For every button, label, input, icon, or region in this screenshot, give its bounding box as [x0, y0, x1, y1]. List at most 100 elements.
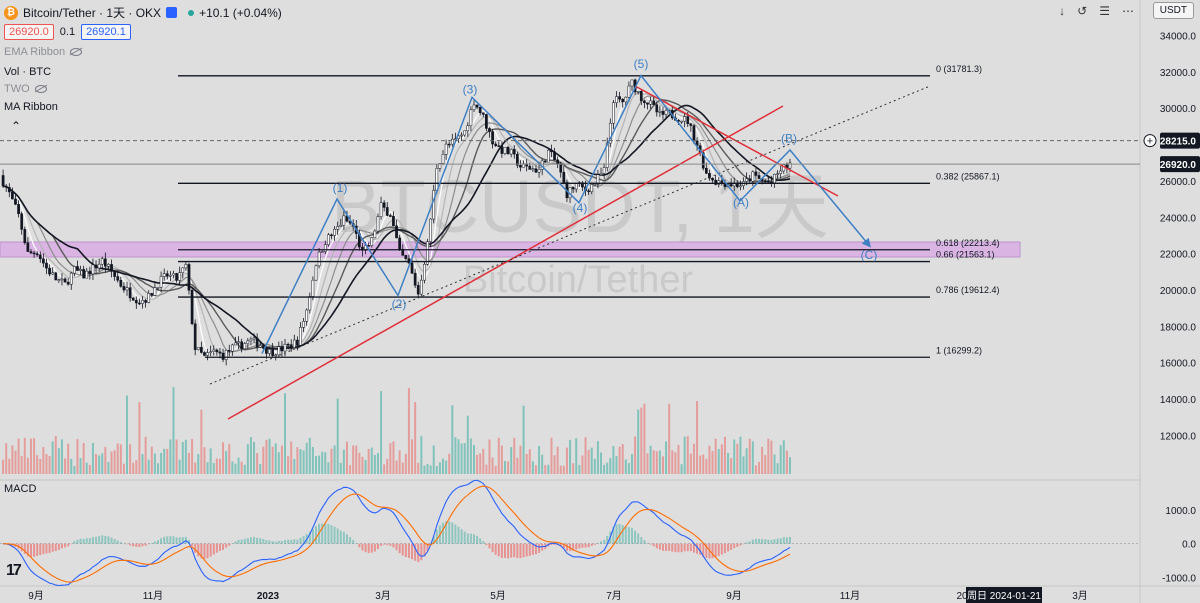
candle-body — [683, 116, 687, 122]
candle-body — [240, 341, 243, 350]
volume-bar — [23, 437, 26, 474]
candle-body — [512, 149, 516, 155]
macd-histogram-bar — [64, 543, 67, 548]
volume-bar — [302, 450, 305, 474]
more-icon[interactable]: ⋯ — [1122, 4, 1134, 18]
candle-body — [330, 234, 333, 237]
down-arrow-icon[interactable]: ↓ — [1059, 4, 1066, 18]
volume-bar — [197, 454, 200, 474]
price-tick: 12000.0 — [1160, 431, 1197, 442]
candle-body — [519, 165, 522, 168]
volume-bar — [516, 457, 519, 474]
macd-histogram-bar — [380, 543, 383, 546]
macd-histogram-bar — [668, 543, 671, 551]
candle-body — [435, 168, 439, 191]
time-axis[interactable]: 9月 11月 2023 3月 5月 7月 9月 11月 20 3月 周日 2024-01-21 — [28, 587, 1088, 603]
wave-label: (1) — [333, 181, 348, 195]
macd-histogram-bar — [531, 543, 534, 555]
macd-histogram-bar — [714, 543, 717, 558]
candle-body — [773, 174, 776, 184]
fibonacci-retracement[interactable]: 0 (31781.3) 0.382 (25867.1) 0.618 (22213.4… — [178, 64, 1000, 358]
macd-histogram-bar — [789, 536, 791, 544]
price-axis[interactable]: 34000.032000.030000.028000.026000.024000… — [1160, 31, 1197, 584]
volume-bar — [79, 458, 82, 474]
wave-path[interactable] — [261, 74, 871, 354]
macd-histogram-bar — [603, 539, 606, 544]
macd-histogram-bar — [293, 539, 296, 544]
macd-histogram-bar — [699, 543, 702, 555]
volume-bar — [708, 445, 711, 474]
candle-body — [215, 349, 219, 353]
tradingview-logo-icon[interactable]: 17 — [6, 562, 22, 579]
volume-bar — [95, 454, 98, 474]
top-toolbar: ↓ ↺ ☰ ⋯ — [1059, 4, 1134, 18]
add-alert-icon[interactable] — [1143, 134, 1157, 148]
macd-histogram-bar — [482, 541, 485, 544]
flag-icon[interactable] — [166, 7, 178, 18]
marker-label: 28215.0 — [1160, 137, 1197, 148]
volume-bar — [417, 462, 420, 474]
volume-bar — [727, 452, 730, 474]
volume-bar — [20, 456, 23, 474]
macd-histogram-bar — [689, 543, 692, 552]
volume-bar — [411, 439, 414, 474]
macd-histogram-bar — [612, 527, 615, 544]
candle-body — [664, 109, 668, 115]
candle-body — [537, 169, 541, 173]
volume-bar — [389, 443, 392, 474]
elliott-wave[interactable]: (1) (2) (3) (4) (5) (A) (B) (C) — [261, 57, 877, 354]
candle-body — [447, 143, 451, 146]
candle-body — [658, 111, 662, 113]
macd-histogram-bar — [680, 543, 683, 553]
candle-body — [423, 264, 426, 281]
volume-bar — [225, 450, 228, 474]
macd-histogram-bar — [287, 539, 290, 544]
candle-body — [432, 190, 436, 220]
ascending-trendline[interactable] — [227, 105, 784, 420]
undo-icon[interactable]: ↺ — [1077, 4, 1088, 18]
candle-body — [73, 266, 76, 274]
candle-body — [441, 154, 445, 164]
buy-price-button[interactable]: 26920.1 — [81, 24, 131, 40]
currency-button[interactable]: USDT — [1152, 2, 1194, 19]
macd-histogram-bar — [442, 522, 445, 544]
candle-body — [416, 285, 420, 295]
macd-histogram-bar — [373, 543, 376, 552]
indicator-vol[interactable]: Vol · BTC — [4, 66, 51, 78]
sell-price-button[interactable]: 26920.0 — [4, 24, 54, 40]
macd-histogram-bar — [581, 543, 584, 548]
hidden-eye-icon[interactable] — [34, 85, 47, 93]
symbol-title[interactable]: Bitcoin/Tether · 1天 · OKX — [23, 6, 162, 20]
layers-icon[interactable]: ☰ — [1099, 4, 1110, 18]
hidden-eye-icon[interactable] — [70, 48, 83, 56]
volume-bar — [503, 461, 506, 474]
volume-bar — [643, 403, 646, 474]
volume-bar — [355, 445, 358, 474]
volume-bar — [169, 439, 172, 474]
volume-bar — [627, 463, 630, 474]
volume-bar — [600, 452, 603, 474]
volume-bar — [634, 436, 637, 474]
volume-bar — [116, 443, 119, 474]
macd-histogram-bar — [736, 543, 739, 547]
macd-histogram-bar — [191, 543, 194, 547]
volume-bar — [730, 458, 733, 474]
indicator-ma-ribbon[interactable]: MA Ribbon — [4, 101, 58, 113]
indicator-ema-ribbon[interactable]: EMA Ribbon — [4, 46, 83, 58]
macd-histogram-bar — [466, 533, 469, 544]
volume-bar — [612, 446, 615, 474]
symbol-header[interactable]: ₿ Bitcoin/Tether · 1天 · OKX +10.1 (+0.04… — [4, 4, 282, 21]
macd-histogram-bar — [336, 528, 339, 544]
collapse-chevron-up-icon[interactable]: ⌃ — [11, 119, 22, 133]
macd-histogram-bar — [414, 543, 417, 561]
volume-bar — [187, 452, 190, 474]
volume-bar — [723, 436, 726, 474]
candle-body — [209, 351, 213, 353]
macd-histogram-bar — [386, 543, 389, 546]
indicator-two[interactable]: TWO — [4, 83, 47, 95]
candle-body — [500, 145, 504, 154]
candle-body — [788, 162, 792, 169]
candle-body — [51, 272, 55, 275]
candle-body — [556, 159, 559, 165]
